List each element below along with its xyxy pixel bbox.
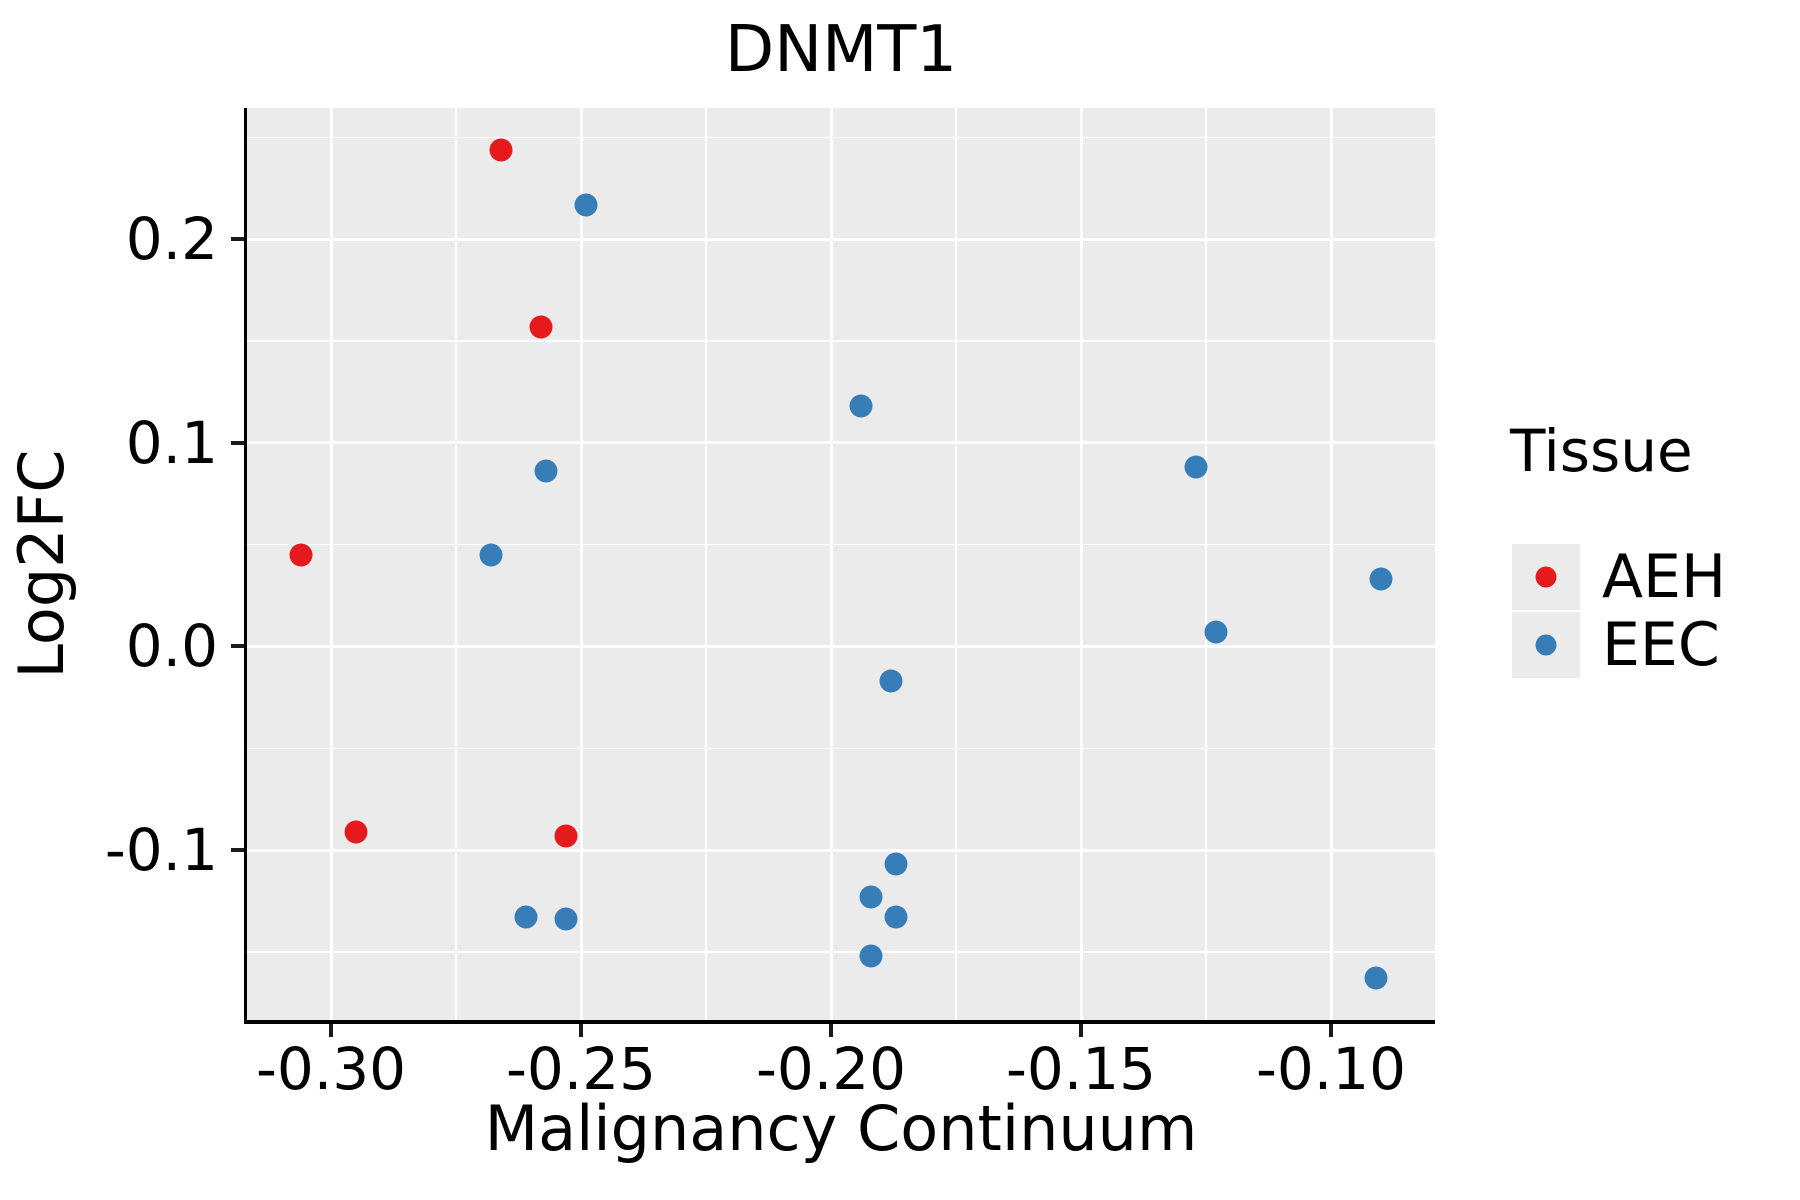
x-minor-gridline (955, 108, 957, 1020)
x-minor-gridline (1205, 108, 1207, 1020)
data-point-eec (849, 394, 873, 418)
x-minor-gridline (455, 108, 457, 1020)
x-tick-label: -0.15 (1005, 1035, 1157, 1103)
x-tick-mark (579, 1024, 583, 1037)
y-tick-label: -0.1 (104, 816, 218, 885)
y-tick-label: 0.1 (125, 408, 218, 477)
y-minor-gridline (247, 340, 1435, 342)
x-major-gridline (829, 108, 833, 1020)
legend-dot-aeh (1535, 566, 1557, 588)
y-minor-gridline (247, 951, 1435, 953)
x-tick-mark (1079, 1024, 1083, 1037)
x-major-gridline (329, 108, 333, 1020)
x-tick-mark (1329, 1024, 1333, 1037)
data-point-aeh (489, 138, 513, 162)
data-point-eec (1364, 966, 1388, 990)
x-tick-label: -0.30 (255, 1035, 407, 1103)
data-point-eec (554, 907, 578, 931)
x-tick-label: -0.20 (755, 1035, 907, 1103)
data-point-eec (884, 905, 908, 929)
x-axis-line (244, 1020, 1435, 1024)
x-major-gridline (1079, 108, 1083, 1020)
y-major-gridline (247, 441, 1435, 445)
x-tick-mark (829, 1024, 833, 1037)
x-tick-label: -0.25 (505, 1035, 657, 1103)
legend-title: Tissue (1510, 417, 1693, 485)
y-major-gridline (247, 644, 1435, 648)
data-point-eec (514, 905, 538, 929)
y-minor-gridline (247, 136, 1435, 139)
y-tick-mark (231, 440, 244, 445)
x-axis-title: Malignancy Continuum (484, 1092, 1198, 1165)
x-major-gridline (579, 108, 583, 1020)
y-major-gridline (247, 848, 1435, 852)
y-tick-label: 0.2 (125, 205, 218, 274)
y-tick-mark (231, 848, 244, 853)
y-tick-mark (231, 237, 244, 242)
legend-label-eec: EEC (1602, 610, 1720, 680)
data-point-eec (879, 669, 903, 693)
y-minor-gridline (247, 747, 1435, 750)
data-point-eec (1204, 620, 1228, 644)
data-point-eec (479, 543, 503, 567)
data-point-eec (859, 885, 883, 909)
data-point-aeh (289, 543, 313, 567)
data-point-aeh (529, 315, 553, 339)
data-point-eec (859, 944, 883, 968)
data-point-aeh (344, 820, 368, 844)
y-major-gridline (247, 237, 1435, 241)
plot-title: DNMT1 (724, 13, 958, 87)
y-tick-mark (231, 644, 244, 649)
y-axis-line (244, 108, 247, 1024)
data-point-eec (1184, 455, 1208, 479)
data-point-eec (884, 852, 908, 876)
x-major-gridline (1329, 108, 1333, 1020)
data-point-eec (534, 459, 558, 483)
data-point-eec (1369, 567, 1393, 591)
y-minor-gridline (247, 543, 1435, 546)
x-tick-mark (329, 1024, 333, 1037)
data-point-eec (574, 193, 598, 217)
x-minor-gridline (705, 108, 707, 1020)
legend-dot-eec (1535, 634, 1557, 656)
y-axis-title: Log2FC (5, 449, 78, 679)
data-point-aeh (554, 824, 578, 848)
legend-label-aeh: AEH (1602, 542, 1727, 612)
plot-panel (247, 108, 1435, 1020)
x-tick-label: -0.10 (1255, 1035, 1407, 1103)
y-tick-label: 0.0 (125, 612, 218, 681)
